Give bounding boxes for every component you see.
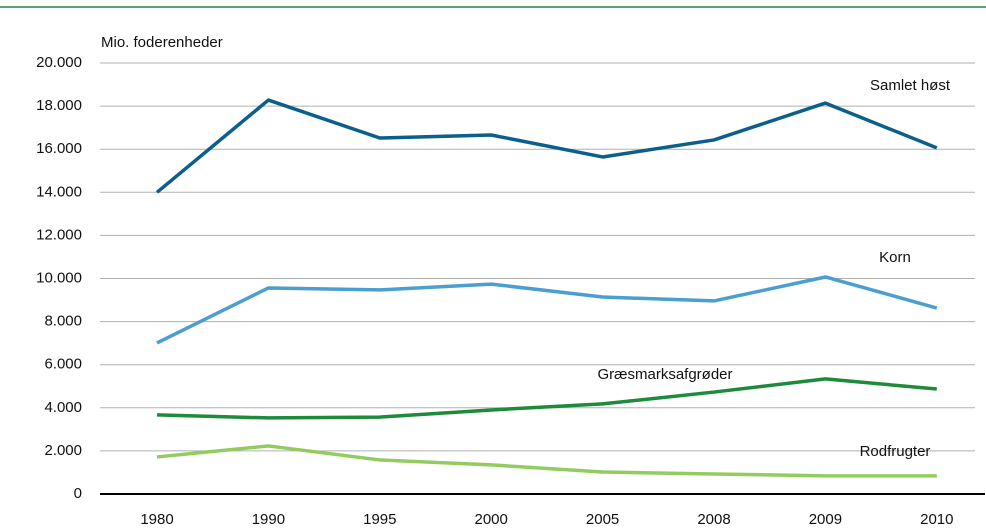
y-tick-label: 14.000 <box>36 183 82 200</box>
series-line <box>155 98 938 194</box>
series-line <box>156 377 937 420</box>
y-tick-label: 6.000 <box>44 356 82 373</box>
x-tick-label: 2009 <box>809 511 842 528</box>
y-tick-label: 4.000 <box>44 399 82 416</box>
x-tick-label: 1995 <box>363 511 396 528</box>
y-tick-label: 8.000 <box>44 313 82 330</box>
series-line <box>156 444 937 478</box>
x-tick-label: 2008 <box>697 511 730 528</box>
series-label: Korn <box>879 249 911 266</box>
series-label: Græsmarksafgrøder <box>597 366 732 383</box>
y-tick-label: 0 <box>74 485 82 502</box>
series-line <box>156 275 938 345</box>
y-axis-label: Mio. foderenheder <box>101 34 223 51</box>
y-tick-label: 10.000 <box>36 269 82 286</box>
y-tick-label: 16.000 <box>36 140 82 157</box>
y-tick-label: 12.000 <box>36 226 82 243</box>
y-tick-label: 20.000 <box>36 54 82 71</box>
series-label: Rodfrugter <box>860 443 931 460</box>
y-tick-label: 18.000 <box>36 97 82 114</box>
series-label: Samlet høst <box>870 77 951 94</box>
x-tick-label: 2005 <box>586 511 619 528</box>
x-tick-label: 1980 <box>140 511 173 528</box>
x-tick-label: 2000 <box>475 511 508 528</box>
y-tick-label: 2.000 <box>44 442 82 459</box>
x-tick-label: 2010 <box>920 511 953 528</box>
x-tick-label: 1990 <box>252 511 285 528</box>
